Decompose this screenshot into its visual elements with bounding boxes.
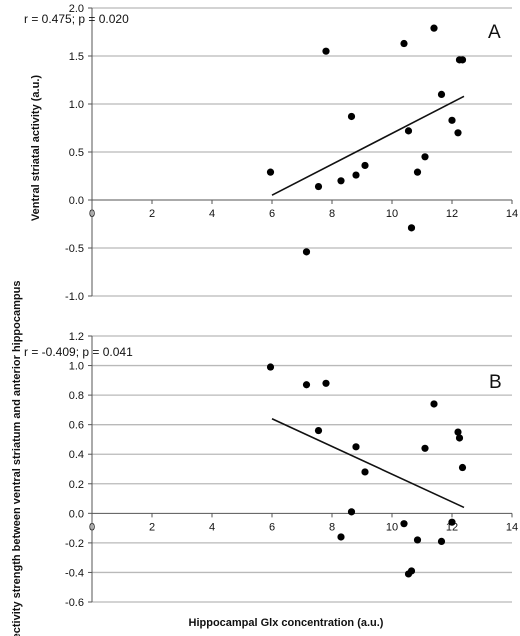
panel-a-data-point [430, 24, 438, 32]
panel-b-y-tick-label: 1.2 [69, 331, 84, 343]
panel-a-x-tick-label: 8 [329, 208, 335, 220]
panel-b-x-tick-label: 2 [149, 521, 155, 533]
panel-b-y-tick-label: -0.2 [65, 538, 84, 550]
panel-b-x-tick-label: 12 [446, 521, 458, 533]
panel-a-x-tick-label: 12 [446, 208, 458, 220]
panel-a-data-point [400, 39, 408, 48]
panel-b-y-tick-label: -0.4 [65, 567, 84, 579]
panel-b-x-tick-label: 8 [329, 521, 335, 533]
panel-b-data-point [302, 381, 311, 389]
panel-b-y-axis-label-text: Connectivity strength between ventral st… [11, 281, 23, 636]
x-axis-label: Hippocampal Glx concentration (a.u.) [189, 617, 384, 629]
panel-a-data-point [266, 168, 275, 176]
panel-a-data-point [361, 161, 369, 170]
panel-a-stats-text: r = 0.475; p = 0.020 [24, 12, 129, 26]
panel-b-data-point [337, 533, 345, 541]
panel-b-data-point [266, 363, 275, 371]
panel-a-y-axis-label: Ventral striatal activity (a.u.) [30, 75, 42, 221]
panel-b-y-tick-label: 0.6 [69, 420, 84, 432]
panel-b-data-point [400, 520, 408, 528]
panel-a-data-point [458, 56, 467, 64]
panel-b-points [266, 363, 467, 578]
panel-b-trendline-line [271, 418, 465, 509]
panel-a-x-axis: 02468101214 [89, 199, 518, 220]
panel-a-x-tick-label: 4 [209, 208, 215, 220]
panel-a-y-tick-label: 1.5 [69, 51, 84, 63]
panel-b-data-point [361, 468, 369, 476]
panel-b-y-tick-label: 0.4 [69, 449, 84, 461]
panel-b-data-point [448, 518, 456, 526]
panel-a-gridlines [92, 7, 512, 297]
panel-b-data-point [458, 463, 467, 472]
panel-b-x-tick-label: 10 [386, 521, 398, 533]
panel-a-data-point [337, 177, 345, 185]
panel-b-data-point [407, 567, 416, 575]
panel-a-y-tick-label: -1.0 [65, 291, 84, 303]
panel-b-data-point [454, 428, 462, 436]
panel-a-y-axis: -1.0 -0.5 0.0 0.5 1.0 1.5 2.0 [65, 3, 93, 303]
panel-a-y-tick-label: -0.5 [65, 243, 84, 255]
panel-a-data-point [347, 112, 356, 121]
panel-b-y-axis: -0.6 -0.4 -0.2 0.0 0.2 0.4 0.6 0.8 1.0 1.2 [65, 331, 93, 609]
panel-a-data-point [454, 129, 462, 137]
panel-b-x-tick-label: 6 [269, 521, 275, 533]
panel-b: 02468101214 -0.6-0.4-0.20.00.20.40.60.81… [11, 281, 518, 636]
panel-a-x-tick-label: 6 [269, 208, 275, 220]
panel-b-data-point [352, 443, 360, 451]
panel-a-y-tick-label: 0.0 [69, 195, 84, 207]
panel-b-x-tick-label: 4 [209, 521, 215, 533]
panel-b-data-point [455, 434, 464, 442]
panel-a-label: A [488, 22, 501, 43]
panel-b-x-tick-label: 14 [506, 521, 518, 533]
panel-b-data-point [314, 426, 323, 435]
panel-a: 02468101214 -1.0-0.50.00.51.01.52.0 r = … [24, 3, 518, 303]
panel-b-data-point [421, 444, 429, 452]
panel-a-y-tick-label: 0.5 [69, 147, 84, 159]
panel-b-data-point [322, 379, 330, 387]
panel-a-x-tick-label: 2 [149, 208, 155, 220]
panel-b-data-point [347, 508, 356, 516]
panel-b-y-tick-label: 1.0 [69, 361, 84, 373]
panel-b-trendline [271, 418, 465, 509]
panel-a-data-point [448, 116, 456, 124]
panel-b-data-point [413, 536, 422, 544]
panel-b-y-tick-label: 0.2 [69, 479, 84, 491]
panel-a-y-tick-label: 1.0 [69, 99, 84, 111]
panel-b-gridlines [92, 335, 512, 603]
panel-b-y-tick-label: -0.6 [65, 597, 84, 609]
panel-b-label: B [489, 372, 502, 393]
panel-b-y-tick-label: 0.0 [69, 508, 84, 520]
panel-a-data-point [322, 47, 330, 55]
panel-a-data-point [352, 171, 360, 179]
panel-b-y-axis-label: Connectivity strength between ventral st… [11, 281, 23, 636]
panel-a-x-tick-label: 10 [386, 208, 398, 220]
panel-a-data-point [407, 224, 416, 232]
panel-a-data-point [404, 127, 413, 135]
panel-a-trendline [271, 95, 465, 196]
panel-a-data-point [437, 90, 446, 98]
panel-b-data-point [437, 537, 446, 546]
panel-b-stats-text: r = -0.409; p = 0.041 [24, 345, 133, 359]
panel-a-y-tick-label: 2.0 [69, 3, 84, 15]
panel-a-data-point [421, 153, 429, 161]
panel-a-data-point [314, 182, 323, 191]
panel-b-y-tick-label: 0.8 [69, 390, 84, 402]
panel-a-data-point [413, 168, 422, 176]
panel-a-x-tick-label: 14 [506, 208, 518, 220]
panel-a-trendline-line [271, 95, 465, 196]
panel-b-data-point [430, 400, 438, 408]
panel-a-data-point [302, 248, 311, 256]
panel-a-points [266, 24, 467, 256]
